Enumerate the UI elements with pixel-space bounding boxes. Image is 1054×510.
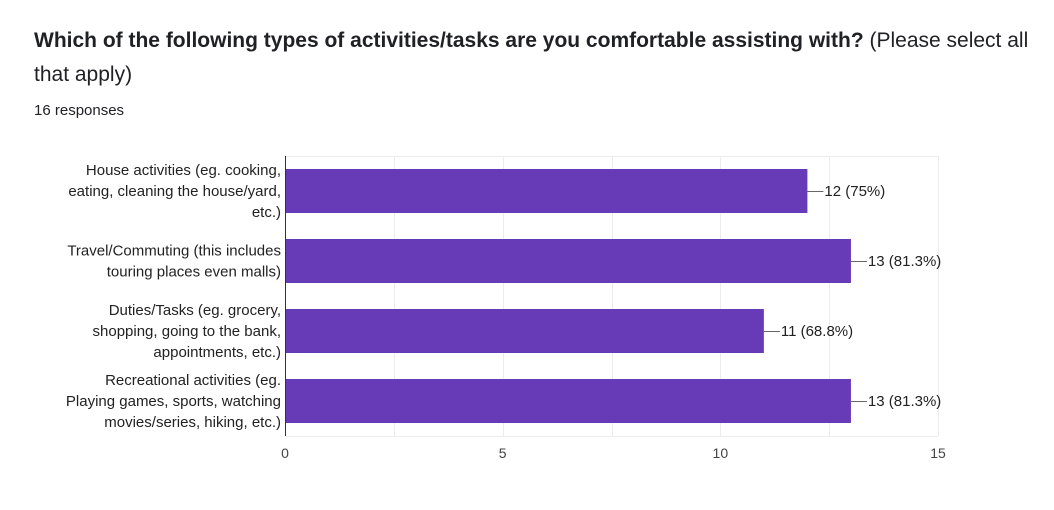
category-label: House activities (eg. cooking,	[86, 162, 281, 179]
response-count: 16 responses	[34, 102, 125, 119]
bar	[285, 309, 764, 353]
x-tick-label: 0	[281, 445, 289, 461]
category-label: shopping, going to the bank,	[93, 323, 281, 340]
question-title: Which of the following types of activiti…	[34, 24, 1034, 92]
category-label: movies/series, hiking, etc.)	[104, 414, 281, 431]
bar	[285, 379, 851, 423]
bar	[285, 169, 808, 213]
category-label: Travel/Commuting (this includes	[67, 243, 281, 260]
question-title-note: (Please select all that apply)	[34, 29, 1029, 86]
category-label: appointments, etc.)	[153, 344, 281, 361]
bar	[285, 239, 851, 283]
data-label: 13 (81.3%)	[868, 253, 941, 270]
category-label: touring places even malls)	[107, 264, 281, 281]
category-label: eating, cleaning the house/yard,	[68, 183, 281, 200]
category-label: etc.)	[252, 204, 281, 221]
x-tick-label: 15	[930, 445, 946, 461]
question-title-bold: Which of the following types of activiti…	[34, 29, 864, 52]
data-label: 12 (75%)	[824, 183, 885, 200]
data-label: 13 (81.3%)	[868, 393, 941, 410]
x-tick-label: 5	[499, 445, 507, 461]
x-tick-label: 10	[713, 445, 729, 461]
data-label: 11 (68.8%)	[781, 323, 853, 340]
category-label: Playing games, sports, watching	[66, 393, 281, 410]
category-label: Recreational activities (eg.	[105, 372, 281, 389]
category-label: Duties/Tasks (eg. grocery,	[109, 302, 281, 319]
